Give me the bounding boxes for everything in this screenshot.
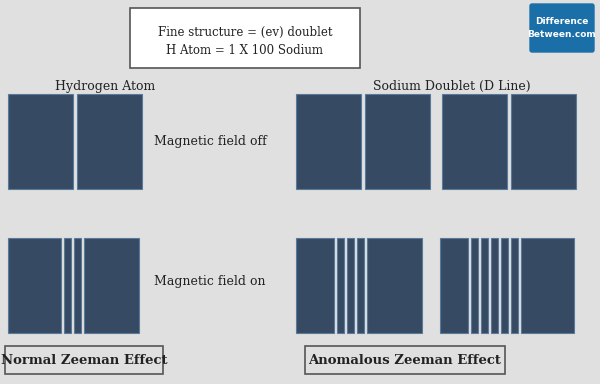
Bar bbox=[5, 346, 163, 374]
Text: Normal Zeeman Effect: Normal Zeeman Effect bbox=[1, 354, 167, 366]
FancyBboxPatch shape bbox=[530, 4, 594, 52]
Text: Magnetic field on: Magnetic field on bbox=[154, 275, 266, 288]
Bar bbox=[367, 238, 422, 333]
Bar bbox=[481, 238, 488, 333]
Bar bbox=[74, 238, 81, 333]
Bar bbox=[130, 8, 360, 68]
Bar bbox=[77, 94, 142, 189]
Bar bbox=[501, 238, 508, 333]
Text: Difference
Between.com: Difference Between.com bbox=[527, 17, 596, 39]
Bar bbox=[296, 94, 361, 189]
Bar bbox=[365, 94, 430, 189]
Bar bbox=[511, 94, 576, 189]
Bar bbox=[471, 238, 478, 333]
Text: Magnetic field off: Magnetic field off bbox=[154, 136, 266, 149]
Text: Fine structure = (ev) doublet: Fine structure = (ev) doublet bbox=[158, 26, 332, 39]
Bar bbox=[8, 94, 73, 189]
Bar bbox=[337, 238, 344, 333]
Text: H Atom = 1 X 100 Sodium: H Atom = 1 X 100 Sodium bbox=[167, 44, 323, 57]
Bar bbox=[8, 238, 61, 333]
Text: Sodium Doublet (D Line): Sodium Doublet (D Line) bbox=[373, 80, 531, 93]
Bar bbox=[440, 238, 468, 333]
Text: Hydrogen Atom: Hydrogen Atom bbox=[55, 80, 155, 93]
Bar bbox=[84, 238, 139, 333]
Bar bbox=[442, 94, 507, 189]
Bar bbox=[521, 238, 574, 333]
Text: Anomalous Zeeman Effect: Anomalous Zeeman Effect bbox=[308, 354, 502, 366]
Bar bbox=[64, 238, 71, 333]
Bar bbox=[305, 346, 505, 374]
Bar bbox=[296, 238, 334, 333]
Bar bbox=[511, 238, 518, 333]
Bar bbox=[357, 238, 364, 333]
Bar bbox=[491, 238, 498, 333]
Bar bbox=[347, 238, 354, 333]
